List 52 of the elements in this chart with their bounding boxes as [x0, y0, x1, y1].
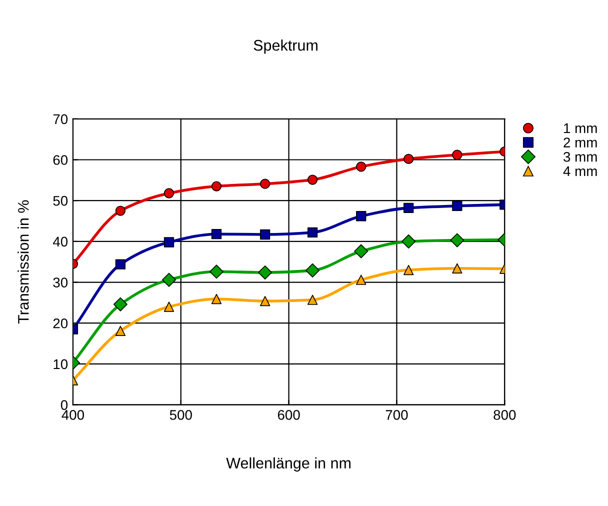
legend-label: 2 mm — [564, 138, 597, 148]
point — [164, 237, 174, 248]
legend-label: 4 mm — [563, 166, 597, 176]
x-tick-label: 500 — [170, 410, 192, 420]
point — [115, 259, 126, 270]
point — [404, 154, 414, 164]
point — [113, 297, 128, 312]
point — [354, 244, 368, 258]
point — [307, 227, 318, 238]
y-tick-label: 0 — [60, 400, 68, 410]
point — [162, 272, 176, 287]
point — [356, 162, 366, 172]
x-axis-title: Wellenlänge in nm — [226, 457, 351, 472]
y-tick-label: 20 — [53, 318, 68, 328]
point — [164, 302, 174, 312]
point — [404, 202, 414, 214]
chart-title: Spektrum — [254, 40, 318, 54]
legend-label: 1 mm — [564, 123, 597, 133]
point — [211, 294, 222, 304]
x-tick-label: 700 — [386, 410, 408, 420]
point — [260, 296, 270, 306]
point — [260, 178, 270, 189]
point — [164, 188, 174, 198]
point — [404, 264, 414, 276]
point — [402, 234, 416, 248]
point — [307, 294, 318, 305]
point — [452, 200, 462, 211]
y-tick-label: 60 — [53, 155, 68, 165]
y-tick-label: 70 — [53, 114, 68, 124]
point — [260, 229, 270, 240]
point — [356, 274, 366, 285]
x-tick-label: 800 — [494, 410, 516, 420]
y-tick-label: 40 — [52, 236, 68, 247]
point — [452, 263, 462, 274]
point — [307, 174, 318, 185]
point — [115, 206, 126, 216]
point — [209, 264, 224, 279]
point — [306, 263, 320, 278]
point — [258, 265, 272, 280]
point — [356, 211, 366, 222]
point — [211, 181, 222, 192]
point — [450, 233, 464, 248]
x-tick-label: 600 — [278, 410, 300, 420]
y-tick-label: 10 — [54, 359, 68, 370]
y-axis-title: Transmission in % — [18, 200, 29, 324]
point — [211, 229, 222, 240]
point — [115, 326, 126, 336]
y-tick-label: 50 — [53, 196, 68, 206]
y-tick-label: 30 — [53, 278, 68, 288]
legend-label: 3 mm — [564, 152, 597, 162]
x-tick-label: 400 — [62, 410, 84, 420]
point — [452, 150, 462, 160]
